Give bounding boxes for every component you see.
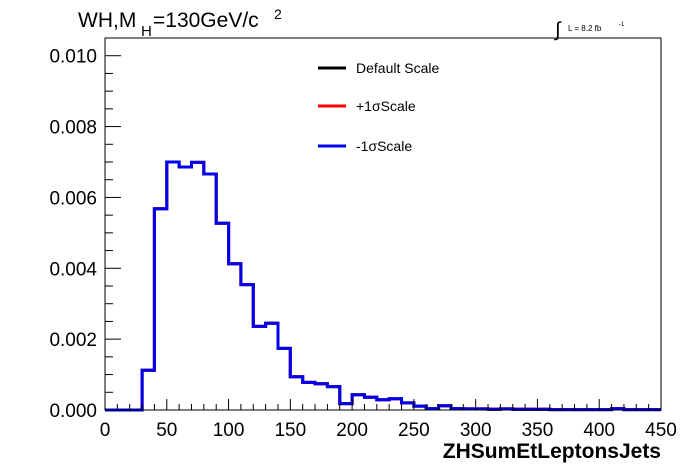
y-tick-label: 0.008 xyxy=(49,118,97,139)
x-tick-label: 450 xyxy=(645,420,677,441)
process-label: WH,M xyxy=(78,9,136,32)
x-tick-label: 250 xyxy=(398,420,430,441)
x-axis-label: ZHSumEtLeptonsJets xyxy=(443,440,661,463)
x-tick-label: 100 xyxy=(213,420,245,441)
y-tick-label: 0.000 xyxy=(49,401,97,422)
process-subscript: H xyxy=(141,23,152,40)
x-tick-label: 50 xyxy=(156,420,177,441)
process-mass: =130GeV/c xyxy=(153,9,259,32)
plot-frame xyxy=(104,37,662,411)
y-tick-label: 0.004 xyxy=(49,259,97,280)
x-axis: 0 50 100 150 200 250 300 350 400 450 xyxy=(100,399,677,441)
y-tick-label: 0.010 xyxy=(49,47,97,68)
x-tick-label: 300 xyxy=(460,420,492,441)
x-tick-label: 350 xyxy=(522,420,554,441)
integral-symbol: ∫ xyxy=(554,19,562,41)
luminosity-text: L = 8.2 fb xyxy=(568,24,602,33)
legend: Default Scale +1σScale -1σScale xyxy=(318,60,439,154)
x-tick-label: 0 xyxy=(100,420,111,441)
legend-label-1: +1σScale xyxy=(356,98,416,114)
process-annotation: WH,M H =130GeV/c 2 xyxy=(78,6,282,40)
legend-label-0: Default Scale xyxy=(356,60,439,76)
process-superscript: 2 xyxy=(274,6,282,22)
luminosity-annotation: ∫ L = 8.2 fb -1 xyxy=(554,19,625,41)
x-tick-label: 150 xyxy=(274,420,306,441)
x-tick-label: 200 xyxy=(336,420,368,441)
y-tick-label: 0.002 xyxy=(49,330,97,351)
y-tick-label: 0.006 xyxy=(49,188,97,209)
y-axis: 0.000 0.002 0.004 0.006 0.008 0.010 xyxy=(49,37,121,422)
legend-label-2: -1σScale xyxy=(356,138,412,154)
luminosity-superscript: -1 xyxy=(619,22,625,28)
x-tick-label: 400 xyxy=(583,420,615,441)
